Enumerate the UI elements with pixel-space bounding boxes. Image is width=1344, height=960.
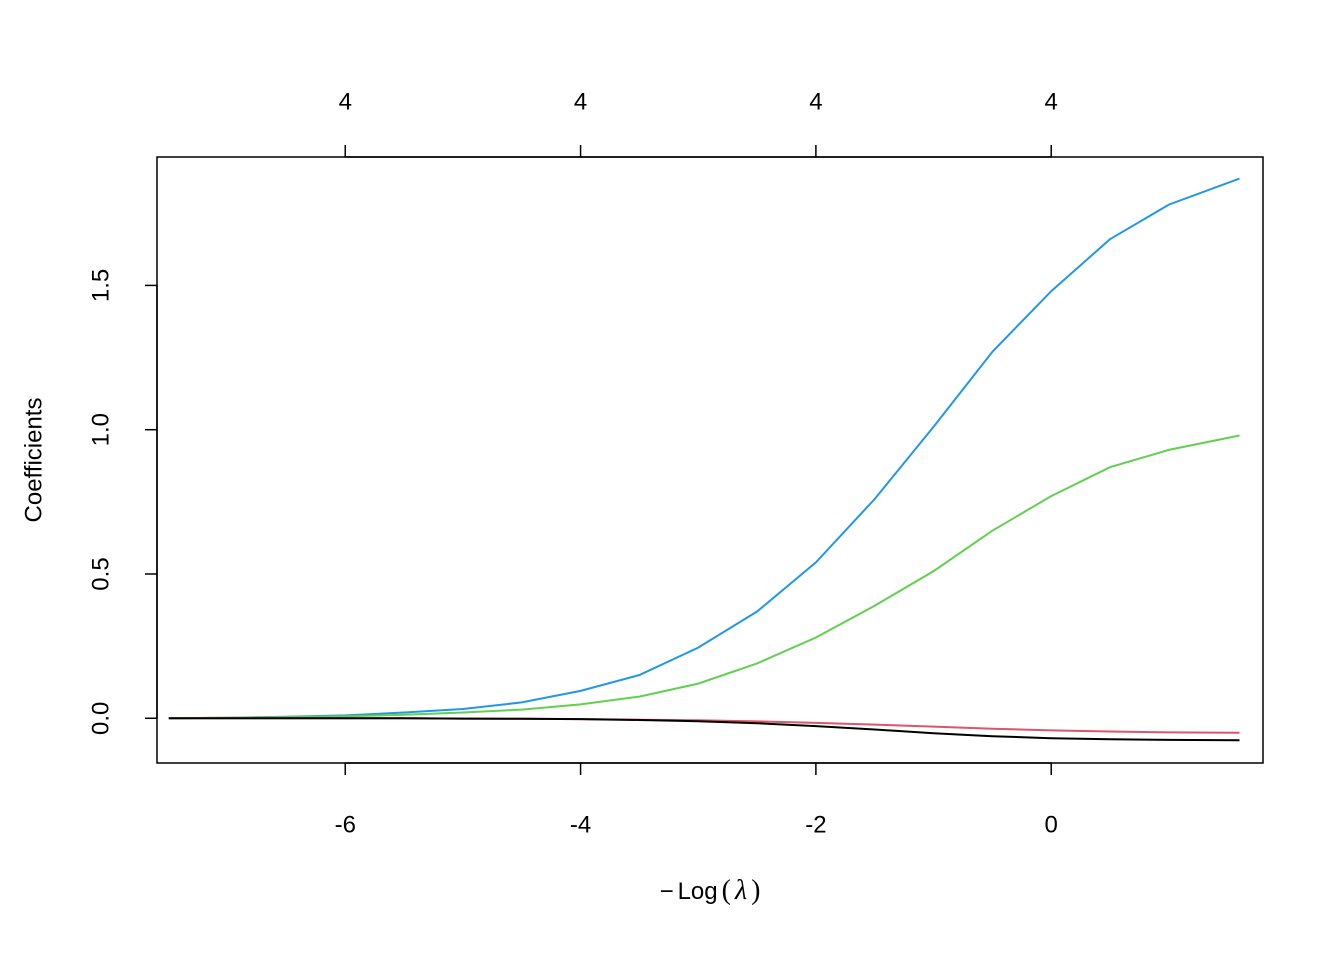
x-axis-label-main: Log — [678, 878, 718, 905]
y-axis: 0.0 0.5 1.0 1.5 — [87, 269, 158, 735]
top-axis: 4 4 4 4 — [339, 88, 1058, 158]
x-axis-label-open: ( — [722, 875, 731, 906]
plot-frame — [156, 156, 1264, 764]
x-tick-label: 0 — [1045, 811, 1058, 838]
x-axis: -6 -4 -2 0 — [335, 762, 1058, 838]
y-tick-label: 1.0 — [87, 413, 114, 446]
top-tick-label: 4 — [339, 88, 352, 115]
y-tick-label: 1.5 — [87, 269, 114, 302]
x-tick-label: -6 — [335, 811, 356, 838]
y-axis-label: Coefficients — [20, 398, 47, 523]
y-tick-label: 0.0 — [87, 702, 114, 735]
x-tick-label: -4 — [570, 811, 591, 838]
x-axis-label-lambda: λ — [734, 875, 747, 906]
series-lines — [168, 177, 1240, 742]
top-tick-label: 4 — [809, 88, 822, 115]
x-tick-label: -2 — [805, 811, 826, 838]
x-axis-label: − Log ( λ ) — [660, 875, 761, 906]
series-line-2 — [168, 434, 1240, 720]
top-tick-label: 4 — [1045, 88, 1058, 115]
x-axis-label-close: ) — [751, 875, 760, 906]
x-axis-label-prefix: − — [660, 878, 674, 905]
series-line-4 — [168, 717, 1240, 742]
y-tick-label: 0.5 — [87, 557, 114, 590]
top-tick-label: 4 — [574, 88, 587, 115]
series-line-1 — [168, 177, 1240, 720]
